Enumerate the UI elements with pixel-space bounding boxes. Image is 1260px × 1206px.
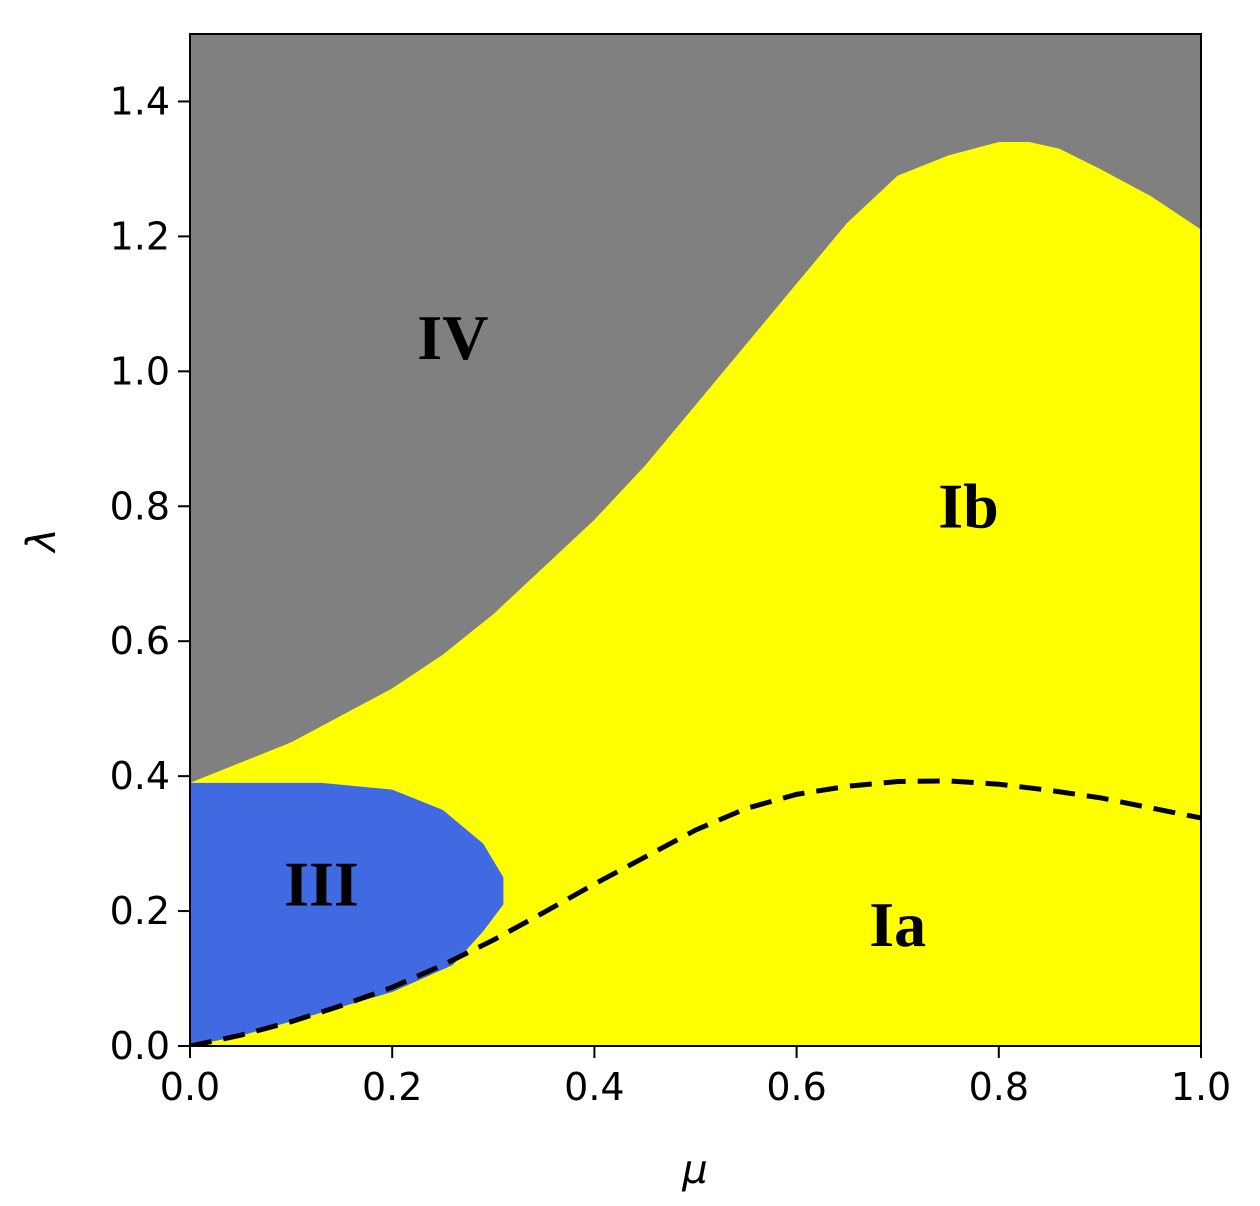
y-tick-label: 0.8 xyxy=(110,484,170,528)
region-label-ia: Ia xyxy=(869,889,926,960)
plot-frame xyxy=(189,33,1202,1047)
x-tick-label: 0.6 xyxy=(766,1065,826,1109)
region-label-iv: IV xyxy=(417,302,488,373)
y-tick-label: 0.0 xyxy=(110,1024,170,1068)
y-tick-label: 0.4 xyxy=(110,754,170,798)
plot-area xyxy=(190,34,1201,1046)
dashed-boundary-curve xyxy=(190,778,1201,1046)
x-tick-label: 0.0 xyxy=(160,1065,220,1109)
region-label-iii: III xyxy=(284,849,359,920)
x-tick-label: 0.4 xyxy=(564,1065,624,1109)
x-tick-label: 0.2 xyxy=(362,1065,422,1109)
y-axis-label: λ xyxy=(19,528,65,554)
region-iii xyxy=(190,782,504,1046)
y-tick-label: 0.6 xyxy=(110,619,170,663)
x-axis-label: μ xyxy=(681,1147,707,1193)
x-tick-label: 0.8 xyxy=(969,1065,1029,1109)
y-tick-label: 1.4 xyxy=(110,79,170,123)
region-labels: IV Ib III Ia xyxy=(284,302,999,960)
y-tick-label: 1.0 xyxy=(110,349,170,393)
x-tick-label: 1.0 xyxy=(1171,1065,1231,1109)
x-axis: 0.0 0.2 0.4 0.6 0.8 1.0 xyxy=(160,1046,1231,1109)
y-tick-label: 1.2 xyxy=(110,214,170,258)
region-label-ib: Ib xyxy=(938,471,999,542)
y-tick-label: 0.2 xyxy=(110,889,170,933)
y-axis: 0.0 0.2 0.4 0.6 0.8 1.0 1.2 1.4 xyxy=(110,79,190,1068)
